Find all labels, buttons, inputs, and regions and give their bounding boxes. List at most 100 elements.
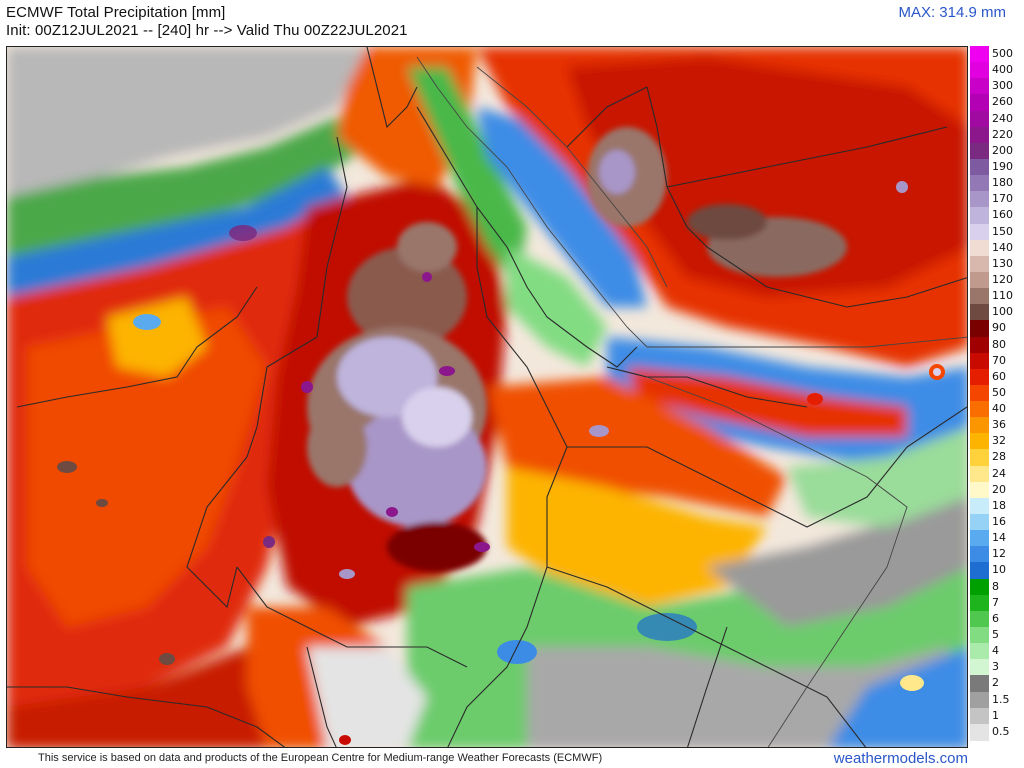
legend-entry: 14 bbox=[970, 530, 1024, 548]
legend-label: 28 bbox=[992, 450, 1006, 464]
legend-swatch bbox=[970, 384, 989, 402]
legend-swatch bbox=[970, 158, 989, 176]
legend-swatch bbox=[970, 320, 989, 338]
legend-entry: 2 bbox=[970, 675, 1024, 693]
legend-swatch bbox=[970, 62, 989, 80]
legend-entry: 300 bbox=[970, 78, 1024, 96]
legend-entry: 170 bbox=[970, 191, 1024, 209]
legend-swatch bbox=[970, 417, 989, 435]
legend-label: 80 bbox=[992, 337, 1006, 351]
legend-swatch bbox=[970, 142, 989, 160]
legend-label: 500 bbox=[992, 47, 1013, 60]
legend-swatch bbox=[970, 610, 989, 628]
legend-swatch bbox=[970, 707, 989, 725]
legend-entry: 4 bbox=[970, 643, 1024, 661]
legend-entry: 500 bbox=[970, 46, 1024, 63]
legend-swatch bbox=[970, 223, 989, 241]
legend-swatch bbox=[970, 175, 989, 193]
legend-swatch bbox=[970, 481, 989, 499]
legend-label: 24 bbox=[992, 466, 1006, 480]
legend-label: 0.5 bbox=[992, 724, 1010, 738]
legend-entry: 1.5 bbox=[970, 691, 1024, 709]
map-title: ECMWF Total Precipitation [mm] bbox=[6, 4, 226, 21]
map-subtitle: Init: 00Z12JUL2021 -- [240] hr --> Valid… bbox=[6, 22, 408, 39]
legend-entry: 32 bbox=[970, 433, 1024, 451]
max-value-label: MAX: 314.9 mm bbox=[898, 4, 1006, 21]
legend-swatch bbox=[970, 675, 989, 693]
coastlines bbox=[416, 56, 967, 747]
legend-label: 110 bbox=[992, 289, 1013, 303]
legend-swatch bbox=[970, 126, 989, 144]
legend-entry: 36 bbox=[970, 417, 1024, 435]
legend-label: 3 bbox=[992, 660, 999, 674]
storm-cells bbox=[57, 181, 945, 745]
legend-swatch bbox=[970, 530, 989, 548]
legend-swatch bbox=[970, 271, 989, 289]
legend-label: 90 bbox=[992, 321, 1006, 335]
precipitation-map[interactable] bbox=[6, 46, 968, 748]
legend-swatch bbox=[970, 255, 989, 273]
legend-label: 220 bbox=[992, 127, 1013, 141]
legend-entry: 60 bbox=[970, 368, 1024, 386]
legend-entry: 1 bbox=[970, 707, 1024, 725]
legend-swatch bbox=[970, 594, 989, 612]
legend-label: 40 bbox=[992, 402, 1006, 416]
legend-label: 16 bbox=[992, 515, 1006, 529]
legend-entry: 0.5 bbox=[970, 723, 1024, 741]
legend-entry: 240 bbox=[970, 110, 1024, 128]
legend-swatch bbox=[970, 643, 989, 661]
legend-entry: 40 bbox=[970, 401, 1024, 419]
legend-entry: 180 bbox=[970, 175, 1024, 193]
legend-entry: 160 bbox=[970, 207, 1024, 225]
legend-entry: 140 bbox=[970, 239, 1024, 257]
legend-swatch bbox=[970, 449, 989, 467]
legend-label: 70 bbox=[992, 353, 1006, 367]
legend-swatch bbox=[970, 497, 989, 515]
legend-entry: 6 bbox=[970, 610, 1024, 628]
legend-entry: 260 bbox=[970, 94, 1024, 112]
legend-label: 100 bbox=[992, 305, 1013, 319]
legend-label: 150 bbox=[992, 224, 1013, 238]
legend-swatch bbox=[970, 562, 989, 580]
legend-entry: 400 bbox=[970, 62, 1024, 80]
legend-label: 1.5 bbox=[992, 692, 1010, 706]
legend-swatch bbox=[970, 191, 989, 209]
legend-swatch bbox=[970, 94, 989, 112]
site-link[interactable]: weathermodels.com bbox=[833, 750, 968, 767]
legend-swatch bbox=[970, 207, 989, 225]
legend-entry: 120 bbox=[970, 271, 1024, 289]
legend-label: 1 bbox=[992, 708, 999, 722]
attribution-text: This service is based on data and produc… bbox=[38, 752, 603, 764]
legend-swatch bbox=[970, 433, 989, 451]
legend-label: 260 bbox=[992, 95, 1013, 109]
legend-label: 2 bbox=[992, 676, 999, 690]
legend-label: 170 bbox=[992, 192, 1013, 206]
country-borders bbox=[7, 47, 967, 747]
legend-label: 18 bbox=[992, 498, 1006, 512]
legend-label: 10 bbox=[992, 563, 1006, 577]
legend-label: 32 bbox=[992, 434, 1006, 448]
color-scale-legend: 500 400 300 260 240 220 200 190 180 170 160 150 140 1… bbox=[970, 46, 1024, 741]
legend-entry: 130 bbox=[970, 255, 1024, 273]
legend-label: 60 bbox=[992, 369, 1006, 383]
legend-entry: 12 bbox=[970, 546, 1024, 564]
legend-entry: 90 bbox=[970, 320, 1024, 338]
legend-label: 130 bbox=[992, 256, 1013, 270]
legend-entry: 7 bbox=[970, 594, 1024, 612]
legend-label: 5 bbox=[992, 628, 999, 642]
legend-entry: 28 bbox=[970, 449, 1024, 467]
legend-label: 50 bbox=[992, 385, 1006, 399]
legend-entry: 110 bbox=[970, 288, 1024, 306]
legend-swatch bbox=[970, 368, 989, 386]
legend-label: 36 bbox=[992, 418, 1006, 432]
legend-label: 7 bbox=[992, 595, 999, 609]
legend-entry: 80 bbox=[970, 336, 1024, 354]
legend-label: 400 bbox=[992, 63, 1013, 77]
legend-entry: 18 bbox=[970, 497, 1024, 515]
legend-swatch bbox=[970, 659, 989, 677]
legend-label: 6 bbox=[992, 611, 999, 625]
legend-swatch bbox=[970, 78, 989, 96]
legend-label: 160 bbox=[992, 208, 1013, 222]
legend-swatch bbox=[970, 110, 989, 128]
legend-swatch bbox=[970, 514, 989, 532]
